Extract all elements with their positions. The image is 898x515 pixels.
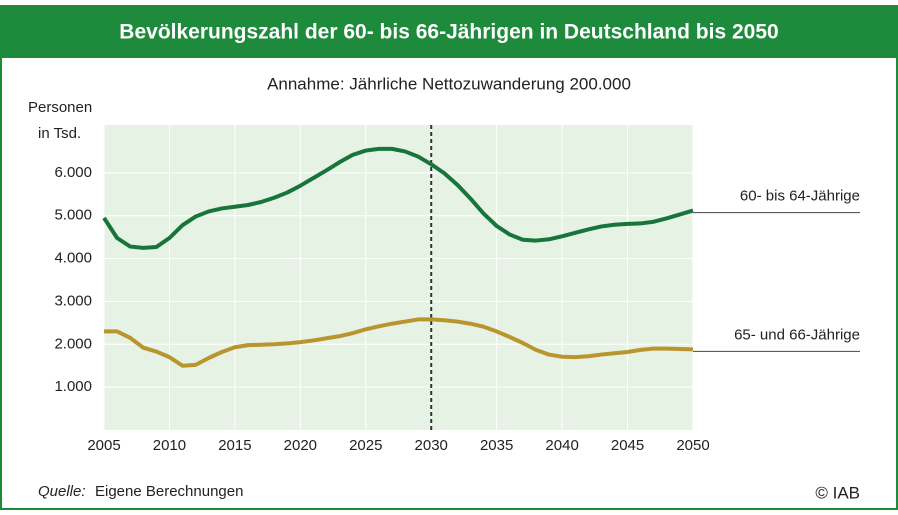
source-label: Quelle: [38, 483, 86, 500]
copyright: © IAB [815, 483, 860, 502]
header [0, 6, 898, 58]
x-tick-label: 2005 [87, 437, 120, 454]
x-tick-label: 2020 [284, 437, 317, 454]
source: Eigene Berechnungen [95, 483, 243, 500]
y-tick-label: 5.000 [54, 207, 92, 224]
x-tick-label: 2045 [611, 437, 644, 454]
y-tick-label: 2.000 [54, 335, 92, 352]
legend-label: 60- bis 64-Jährige [740, 188, 860, 205]
y-tick-label: 1.000 [54, 378, 92, 395]
legend-label: 65- und 66-Jährige [734, 326, 860, 343]
y-axis-label: in Tsd. [38, 125, 81, 142]
x-tick-label: 2010 [153, 437, 186, 454]
chart-title: Bevölkerungszahl der 60- bis 66-Jährigen… [119, 21, 778, 44]
y-axis-label: Personen [28, 99, 92, 116]
plot-area [104, 125, 693, 430]
x-tick-label: 2015 [218, 437, 251, 454]
y-tick-label: 4.000 [54, 250, 92, 267]
x-tick-label: 2050 [676, 437, 709, 454]
line [102, 146, 694, 250]
x-tick-label: 2025 [349, 437, 382, 454]
x-tick-label: 2035 [480, 437, 513, 454]
line [104, 317, 694, 368]
y-tick-label: 3.000 [54, 292, 92, 309]
x-tick-label: 2040 [545, 437, 578, 454]
subtitle: Annahme: Jährliche Nettozuwanderung 200.… [267, 74, 631, 93]
x-tick-label: 2030 [415, 437, 448, 454]
y-tick-label: 6.000 [54, 164, 92, 181]
